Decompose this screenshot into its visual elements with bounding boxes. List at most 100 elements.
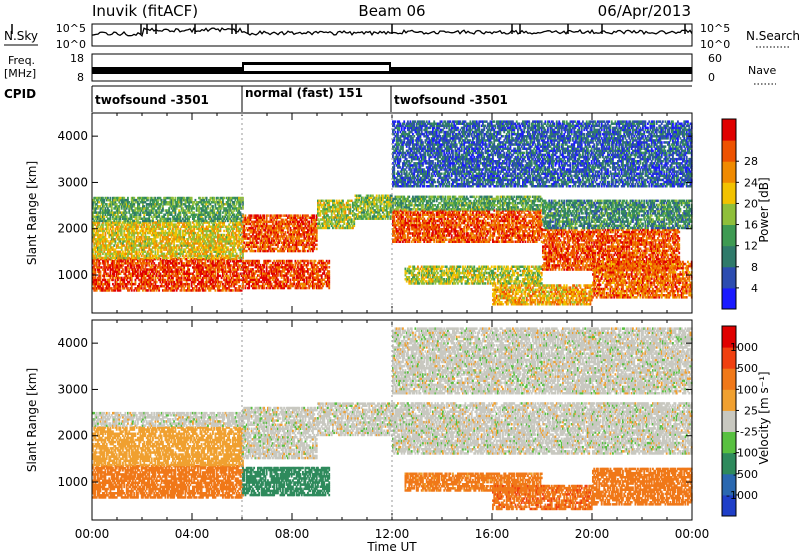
heatmap-cell bbox=[150, 274, 153, 278]
heatmap-cell bbox=[203, 289, 206, 292]
heatmap-cell bbox=[117, 278, 119, 282]
heatmap-cell bbox=[99, 250, 102, 253]
heatmap-cell bbox=[135, 287, 138, 290]
heatmap-cell bbox=[197, 268, 199, 271]
heatmap-cell bbox=[219, 280, 222, 284]
heatmap-cell bbox=[165, 289, 168, 292]
heatmap-cell bbox=[187, 262, 189, 265]
heatmap-cell bbox=[137, 252, 139, 256]
heatmap-cell bbox=[225, 287, 228, 290]
heatmap-cell bbox=[208, 287, 211, 290]
heatmap-cell bbox=[214, 276, 217, 280]
heatmap-cell bbox=[142, 264, 144, 267]
heatmap-cell bbox=[115, 254, 118, 258]
heatmap-cell bbox=[197, 289, 199, 292]
heatmap-cell bbox=[113, 287, 116, 290]
heatmap-cell bbox=[182, 252, 184, 256]
heatmap-cell bbox=[118, 270, 121, 273]
heatmap-cell bbox=[164, 278, 167, 282]
heatmap-cell bbox=[148, 274, 151, 278]
heatmap-cell bbox=[193, 242, 196, 245]
heatmap-cell bbox=[98, 223, 101, 226]
heatmap-cell bbox=[218, 266, 221, 269]
heatmap-cell bbox=[177, 266, 179, 269]
heatmap-cell bbox=[174, 233, 177, 237]
heatmap-cell bbox=[162, 225, 164, 228]
heatmap-cell bbox=[124, 221, 127, 224]
heatmap-cell bbox=[148, 242, 151, 245]
heatmap-cell bbox=[138, 223, 141, 226]
heatmap-cell bbox=[160, 250, 163, 253]
heatmap-cell bbox=[188, 252, 191, 256]
heatmap-cell bbox=[103, 264, 106, 267]
nsearch-tick-low: 10^0 bbox=[700, 38, 730, 51]
heatmap-cell bbox=[145, 280, 148, 284]
heatmap-cell bbox=[103, 244, 106, 247]
heatmap-cell bbox=[154, 268, 157, 271]
heatmap-cell bbox=[124, 227, 127, 231]
heatmap-cell bbox=[154, 244, 157, 247]
heatmap-cell bbox=[170, 242, 173, 245]
heatmap-cell bbox=[208, 285, 211, 288]
heatmap-cell bbox=[190, 280, 193, 284]
heatmap-cell bbox=[117, 272, 119, 275]
heatmap-cell bbox=[140, 257, 143, 261]
heatmap-cell bbox=[235, 287, 238, 290]
heatmap-cell bbox=[105, 274, 108, 278]
heatmap-cell bbox=[128, 289, 131, 292]
heatmap-cell bbox=[217, 282, 219, 286]
heatmap-cell bbox=[233, 257, 236, 261]
heatmap-cell bbox=[183, 272, 186, 275]
heatmap-cell bbox=[159, 262, 162, 265]
heatmap-cell bbox=[108, 242, 111, 245]
heatmap-cell bbox=[115, 274, 118, 278]
heatmap-cell bbox=[213, 280, 216, 284]
heatmap-cell bbox=[212, 264, 214, 267]
heatmap-cell bbox=[102, 289, 104, 292]
heatmap-cell bbox=[212, 266, 214, 269]
heatmap-cell bbox=[165, 235, 168, 239]
heatmap-cell bbox=[184, 225, 187, 228]
heatmap-cell bbox=[197, 264, 199, 267]
heatmap-cell bbox=[117, 221, 119, 224]
heatmap-cell bbox=[130, 223, 133, 226]
heatmap-cell bbox=[219, 274, 222, 278]
heatmap-cell bbox=[145, 221, 148, 224]
heatmap-cell bbox=[197, 235, 199, 239]
heatmap-cell bbox=[168, 233, 171, 237]
heatmap-cell bbox=[97, 223, 99, 226]
heatmap-cell bbox=[150, 256, 153, 260]
heatmap-cell bbox=[127, 238, 129, 241]
heatmap-cell bbox=[143, 278, 146, 282]
heatmap-cell bbox=[139, 244, 142, 247]
heatmap-cell bbox=[208, 272, 211, 275]
heatmap-cell bbox=[183, 244, 186, 247]
heatmap-cell bbox=[153, 285, 156, 288]
heatmap-cell bbox=[178, 221, 181, 224]
heatmap-cell bbox=[137, 221, 139, 224]
heatmap-cell bbox=[145, 272, 148, 275]
heatmap-cell bbox=[105, 244, 108, 247]
heatmap-cell bbox=[168, 252, 171, 256]
heatmap-cell bbox=[92, 231, 94, 235]
heatmap-cell bbox=[189, 227, 192, 231]
heatmap-cell bbox=[109, 233, 112, 237]
heatmap-cell bbox=[204, 264, 207, 267]
heatmap-cell bbox=[112, 266, 114, 269]
heatmap-cell bbox=[143, 244, 146, 247]
heatmap-cell bbox=[173, 260, 176, 263]
heatmap-cell bbox=[147, 252, 149, 256]
heatmap-cell bbox=[145, 242, 148, 245]
heatmap-cell bbox=[225, 274, 228, 278]
heatmap-cell bbox=[149, 252, 152, 256]
heatmap-cell bbox=[195, 223, 198, 226]
heatmap-cell bbox=[113, 285, 116, 288]
heatmap-cell bbox=[137, 285, 139, 288]
heatmap-cell bbox=[128, 270, 131, 273]
heatmap-cell bbox=[104, 264, 107, 267]
heatmap-cell bbox=[175, 257, 178, 261]
heatmap-cell bbox=[192, 250, 194, 253]
heatmap-cell bbox=[148, 229, 151, 233]
heatmap-cell bbox=[187, 282, 189, 286]
heatmap-cell bbox=[193, 244, 196, 247]
